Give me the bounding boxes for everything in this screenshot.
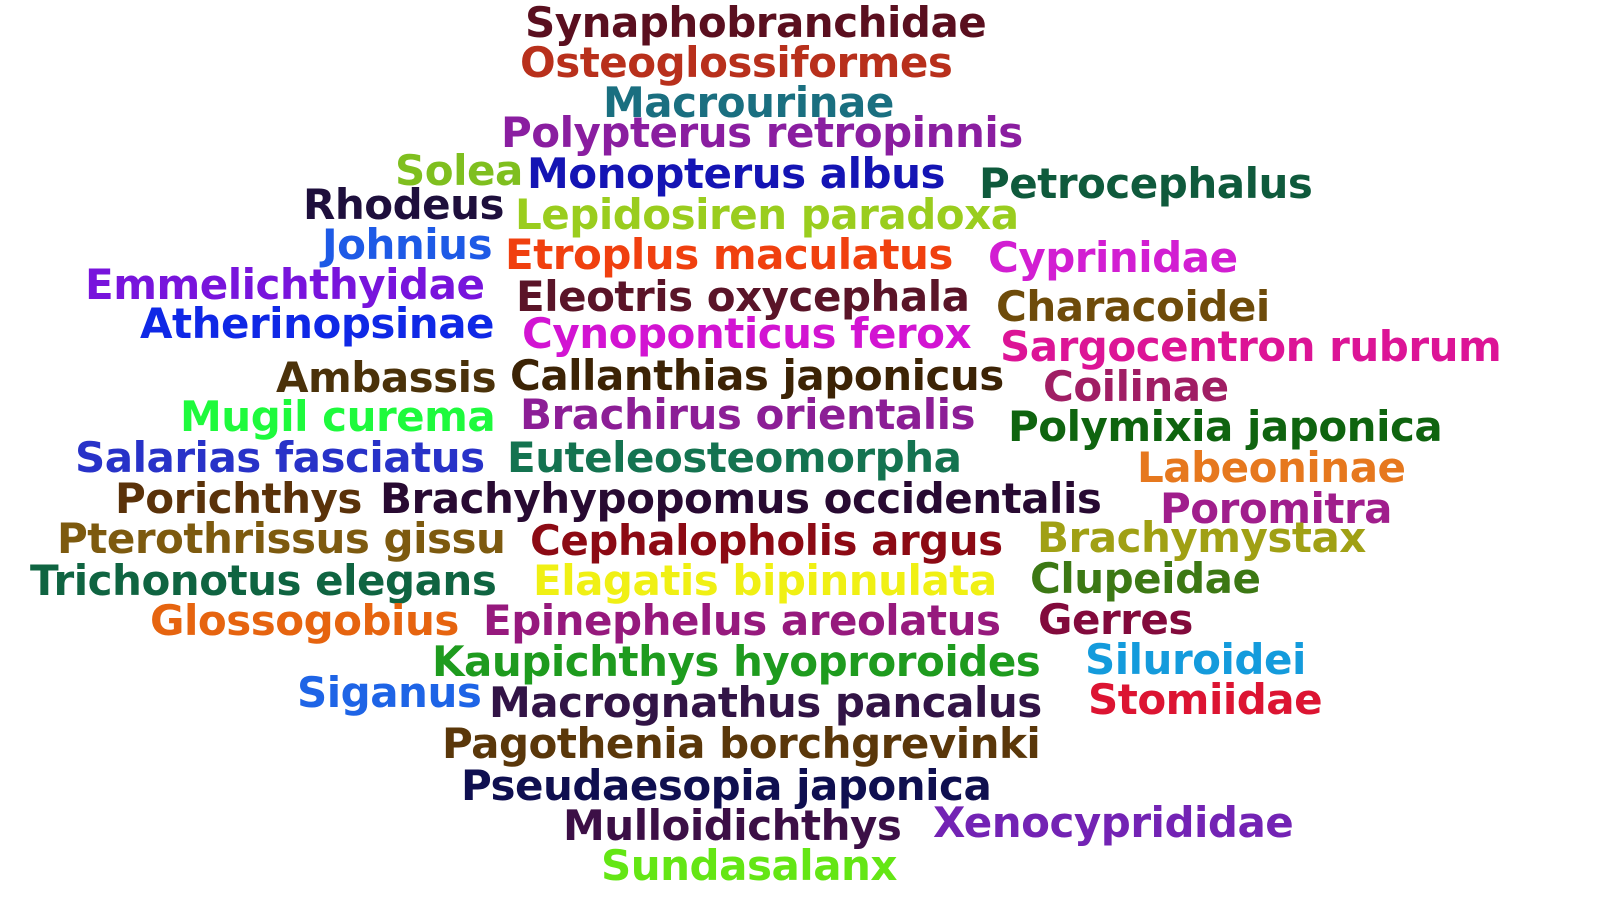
cloud-word: Pagothenia borchgrevinki (442, 719, 1041, 768)
cloud-word: Petrocephalus (979, 159, 1313, 208)
cloud-word: Etroplus maculatus (505, 230, 953, 279)
cloud-word: Mugil curema (180, 392, 496, 441)
cloud-word: Lepidosiren paradoxa (515, 190, 1019, 239)
cloud-word: Glossogobius (150, 596, 459, 645)
cloud-word: Stomiidae (1088, 675, 1323, 724)
cloud-word: Siluroidei (1085, 635, 1306, 684)
cloud-word: Atherinopsinae (140, 299, 495, 348)
cloud-word: Labeoninae (1137, 443, 1406, 492)
cloud-word: Polymixia japonica (1008, 402, 1443, 451)
cloud-word: Emmelichthyidae (85, 260, 485, 309)
cloud-word: Brachirus orientalis (520, 390, 976, 439)
cloud-word: Poromitra (1160, 484, 1393, 533)
cloud-word: Polypterus retropinnis (501, 108, 1023, 157)
cloud-word: Macrognathus pancalus (489, 678, 1042, 727)
cloud-word: Sundasalanx (601, 841, 898, 890)
cloud-word: Salarias fasciatus (75, 433, 485, 482)
cloud-word: Cynoponticus ferox (522, 309, 972, 358)
cloud-word: Osteoglossiformes (520, 38, 953, 87)
cloud-word: Eleotris oxycephala (516, 272, 970, 321)
cloud-word: Callanthias japonicus (510, 351, 1004, 400)
cloud-word: Rhodeus (303, 180, 505, 229)
cloud-word: Monopterus albus (527, 149, 945, 198)
cloud-word: Macrourinae (603, 78, 894, 127)
cloud-word: Synaphobranchidae (525, 0, 987, 47)
cloud-word: Coilinae (1043, 362, 1229, 411)
cloud-word: Porichthys (115, 474, 362, 523)
cloud-word: Pseudaesopia japonica (461, 761, 992, 810)
cloud-word: Ambassis (276, 353, 497, 402)
cloud-word: Epinephelus areolatus (483, 596, 1001, 645)
cloud-word: Clupeidae (1030, 554, 1261, 603)
cloud-word: Brachymystax (1037, 513, 1366, 562)
cloud-word: Cyprinidae (988, 233, 1238, 282)
cloud-word: Siganus (297, 668, 482, 717)
cloud-word: Xenocyprididae (933, 798, 1294, 847)
cloud-word: Euteleosteomorpha (507, 433, 962, 482)
cloud-word: Gerres (1038, 595, 1193, 644)
cloud-word: Solea (395, 146, 523, 195)
cloud-word: Kaupichthys hyoproroides (432, 637, 1041, 686)
cloud-word: Elagatis bipinnulata (533, 556, 997, 605)
cloud-word: Characoidei (996, 282, 1270, 331)
cloud-word: Johnius (322, 220, 493, 269)
cloud-word: Cephalopholis argus (530, 516, 1003, 565)
cloud-word: Sargocentron rubrum (1000, 322, 1502, 371)
cloud-word: Trichonotus elegans (30, 556, 497, 605)
cloud-word: Brachyhypopomus occidentalis (380, 474, 1102, 523)
cloud-word: Pterothrissus gissu (57, 514, 506, 563)
cloud-word: Mulloidichthys (563, 801, 902, 850)
